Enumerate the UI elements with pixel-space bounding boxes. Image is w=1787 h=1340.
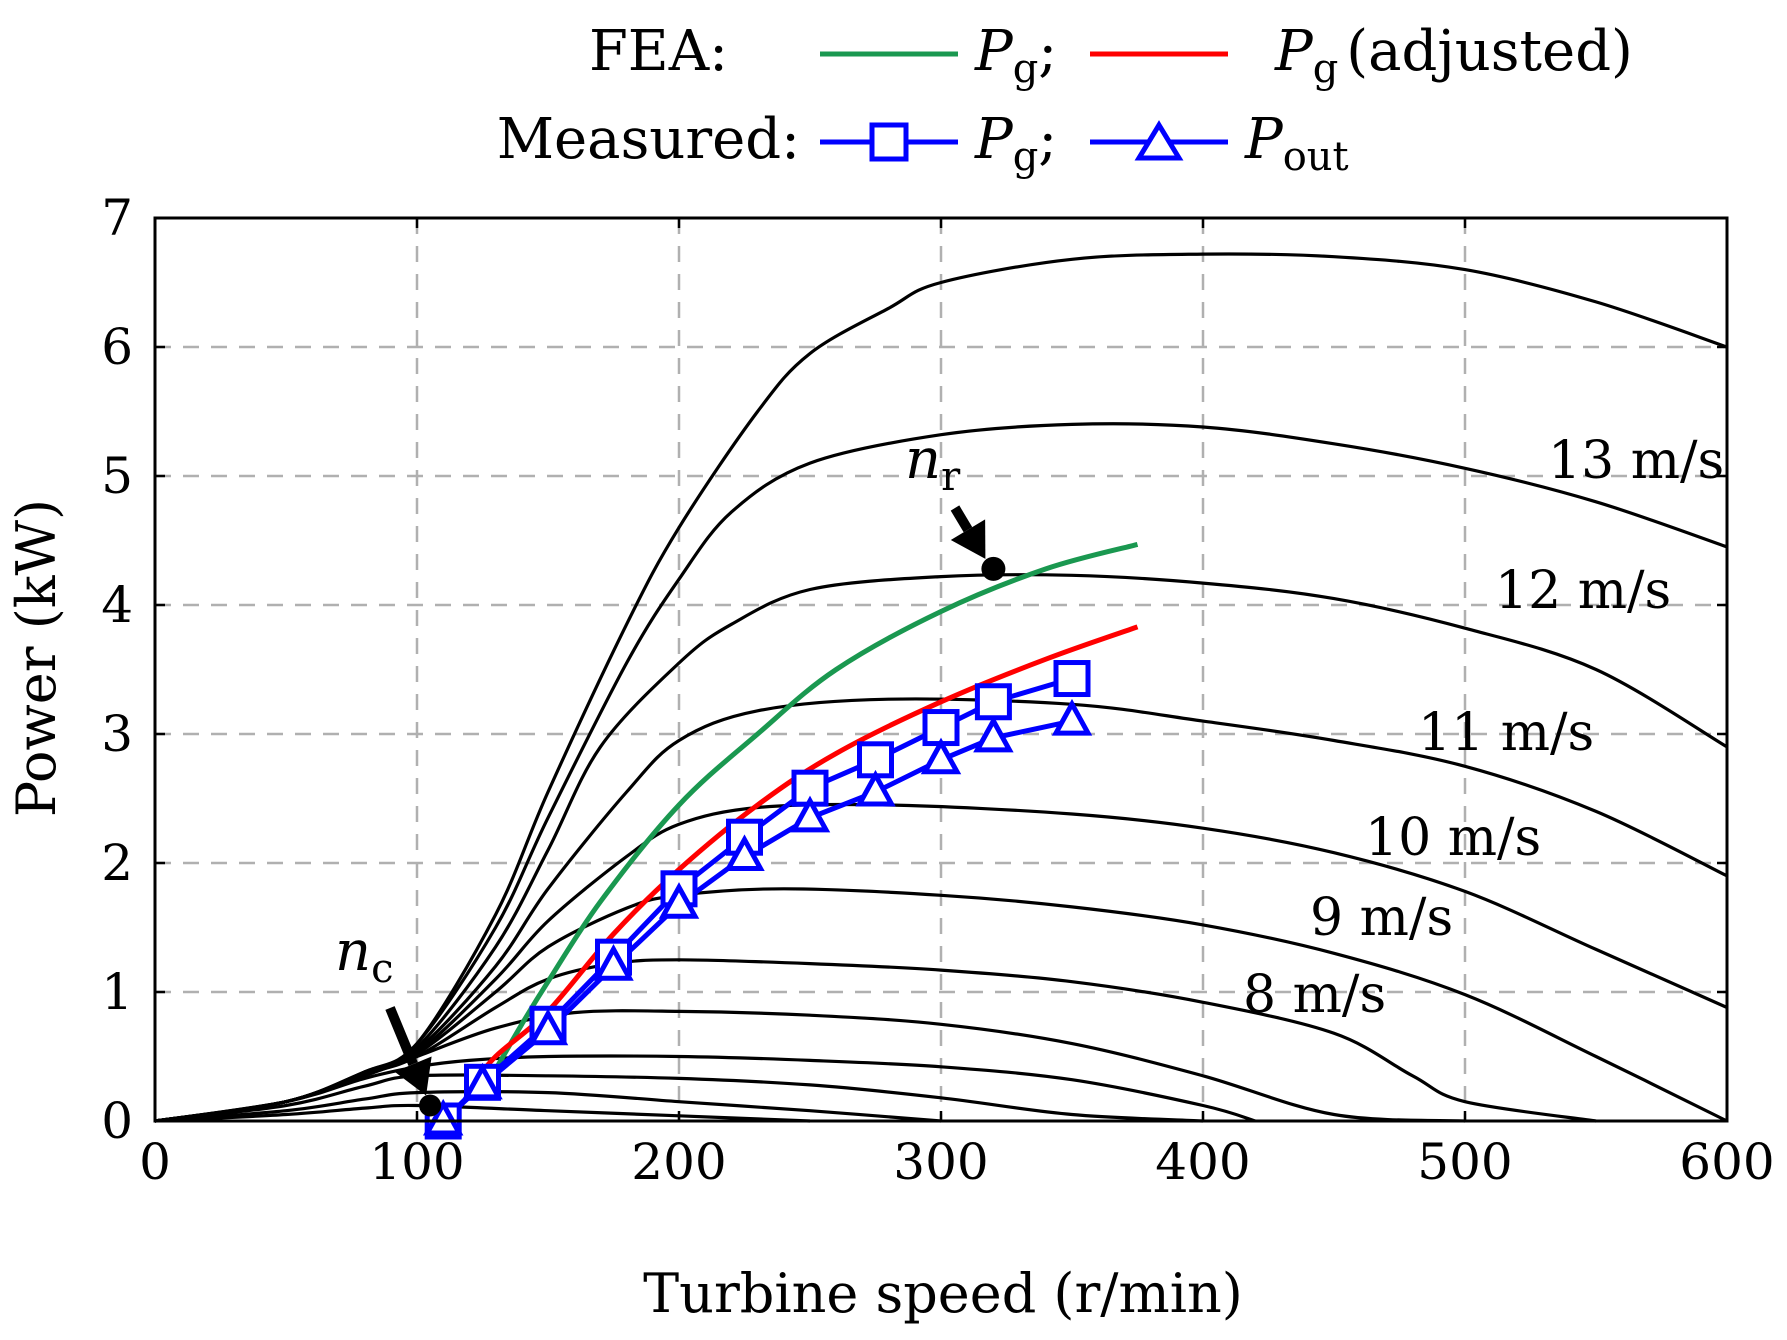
y-tick-label: 1 <box>101 963 133 1021</box>
measured-pg-marker <box>1053 660 1091 698</box>
legend-measured-label: Measured: <box>497 107 800 172</box>
wind-speed-label: 13 m/s <box>1548 431 1724 491</box>
data-series <box>422 541 1139 1140</box>
nr-label: nr <box>905 427 961 500</box>
measured-pg-marker <box>974 683 1012 721</box>
wind-speed-label: 11 m/s <box>1418 703 1594 763</box>
axis-ticks: 0 100 200 300 400 500 600 0 1 2 3 4 5 6 7 <box>101 189 1775 1191</box>
nr-arrow-head <box>950 519 986 559</box>
nc-point <box>419 1094 442 1117</box>
x-tick-label: 200 <box>631 1133 726 1191</box>
x-tick-label: 0 <box>139 1133 171 1191</box>
measured-pout-marker <box>1051 698 1093 736</box>
legend-fea-pg-text: Pg; <box>974 19 1057 92</box>
measured-pout-marker <box>422 1098 464 1136</box>
legend: FEA: Pg; Pg (adjusted) Measured: Pg; Pout <box>497 19 1633 180</box>
y-tick-label: 0 <box>101 1092 133 1150</box>
curve-labels: 8 m/s 9 m/s 10 m/s 11 m/s 12 m/s 13 m/s <box>1243 431 1724 1025</box>
annotations: nc nr <box>335 427 1006 1117</box>
wind-speed-label: 9 m/s <box>1310 888 1453 948</box>
legend-measured-pout-text: Pout <box>1244 107 1349 180</box>
nr-arrow-shaft <box>950 505 973 533</box>
measured-pout-marker <box>593 944 634 981</box>
wind-speed-label: 12 m/s <box>1495 561 1671 621</box>
wind-speed-label: 10 m/s <box>1365 808 1541 868</box>
measured-pout-marker <box>658 882 700 919</box>
measured-pout-marker <box>973 715 1014 753</box>
turbine-curve-2 <box>154 1073 1204 1123</box>
measured-pout-marker <box>920 737 962 775</box>
y-tick-label: 5 <box>101 447 133 505</box>
y-tick-label: 3 <box>101 705 133 763</box>
y-tick-label: 7 <box>101 189 133 247</box>
legend-fea-label: FEA: <box>589 19 728 84</box>
y-axis-title: Power (kW) <box>5 499 68 817</box>
turbine-curve-9 <box>154 573 1728 1123</box>
nc-arrow-shaft <box>385 1006 418 1066</box>
y-tick-label: 2 <box>101 834 133 892</box>
measured-pout-marker <box>855 769 896 807</box>
legend-square-marker <box>869 122 909 162</box>
legend-measured-pg-text: Pg; <box>974 107 1057 180</box>
measured-pout-marker <box>462 1062 503 1100</box>
x-tick-label: 600 <box>1679 1133 1774 1191</box>
measured-pout-marker <box>527 1008 569 1046</box>
series-line-3 <box>441 718 1073 1123</box>
legend-fea-adjusted-text: Pg (adjusted) <box>1274 19 1633 92</box>
measured-pout-marker <box>724 834 765 872</box>
wind-speed-label: 8 m/s <box>1243 965 1386 1025</box>
nc-label: nc <box>335 919 393 992</box>
x-tick-label: 100 <box>369 1133 464 1191</box>
x-axis-title: Turbine speed (r/min) <box>643 1262 1243 1325</box>
y-tick-label: 6 <box>101 318 133 376</box>
turbine-curve-11 <box>154 252 1728 1123</box>
turbine-curve-4 <box>154 1009 1466 1123</box>
legend-triangle-marker <box>1134 120 1184 161</box>
nc-arrow-head <box>394 1056 432 1096</box>
nr-point <box>981 556 1006 581</box>
x-tick-label: 300 <box>893 1133 988 1191</box>
x-tick-label: 500 <box>1417 1133 1512 1191</box>
x-tick-label: 400 <box>1155 1133 1250 1191</box>
y-tick-label: 4 <box>101 576 133 634</box>
turbine-power-curves <box>154 252 1728 1123</box>
turbine-curve-1 <box>154 1090 942 1123</box>
measured-pout-marker <box>789 795 831 833</box>
series-line-0 <box>493 541 1139 1071</box>
